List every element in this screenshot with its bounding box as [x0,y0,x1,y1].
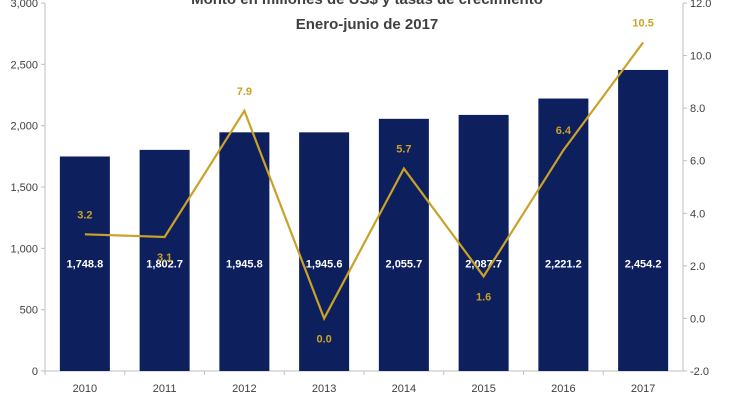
growth-value-label: 3.2 [77,209,92,221]
y-left-tick-label: 1,000 [10,243,38,255]
y-right-tick-label: 6.0 [690,156,705,168]
bar-value-label: 1,802.7 [146,258,183,270]
bar [618,69,669,371]
bar-value-label: 2,221.2 [545,258,582,270]
y-right-tick-label: 2.0 [690,261,705,273]
bar [59,156,110,371]
bar-value-label: 2,454.2 [625,258,662,270]
y-right-tick-label: 10.0 [690,51,711,63]
x-tick-label: 2012 [232,383,256,395]
bar-value-label: 2,055.7 [386,258,423,270]
growth-value-label: 6.4 [556,125,572,137]
y-left-tick-label: 2,000 [10,121,38,133]
growth-value-label: 5.7 [396,144,411,156]
y-right-tick-label: 0.0 [690,313,705,325]
plot-area: 0 500 1,000 1,500 2,000 2,500 3,000 -2.0 0.0 2.0 4… [10,0,711,395]
growth-line [84,41,645,322]
bar-value-label: 1,748.8 [67,258,104,270]
y-left-tick-label: 2,500 [10,59,38,71]
y-right-tick-label: 12.0 [690,0,711,10]
bar [299,132,350,371]
growth-value-label: 1.6 [476,291,491,303]
x-tick-label: 2014 [392,383,416,395]
y-left-tick-label: 1,500 [10,182,38,194]
x-tick-label: 2015 [471,383,495,395]
bar [139,149,190,371]
y-right-tick-label: -2.0 [690,366,709,378]
y-left-tick-label: 500 [20,305,38,317]
growth-value-label: 3.1 [157,252,172,264]
growth-value-label: 0.0 [316,333,331,345]
bar-value-label: 1,945.6 [306,258,343,270]
x-tick-label: 2010 [73,383,97,395]
growth-value-label: 10.5 [632,17,653,29]
bar [458,114,509,371]
x-tick-label: 2017 [631,383,655,395]
x-tick-label: 2013 [312,383,336,395]
y-left-tick-label: 3,000 [10,0,38,10]
bar [378,118,429,371]
y-left-tick-label: 0 [32,366,38,378]
bar [219,132,270,371]
y-right-tick-label: 4.0 [690,208,705,220]
growth-value-label: 7.9 [237,86,252,98]
y-right-tick-label: 8.0 [690,103,705,115]
chart-title: Monto en millones de US$ y tasas de crec… [191,0,543,8]
chart-subtitle: Enero-junio de 2017 [296,16,439,33]
x-tick-label: 2016 [551,383,575,395]
x-tick-label: 2011 [153,383,177,395]
bar [538,98,589,371]
bar-value-label: 1,945.8 [226,258,263,270]
